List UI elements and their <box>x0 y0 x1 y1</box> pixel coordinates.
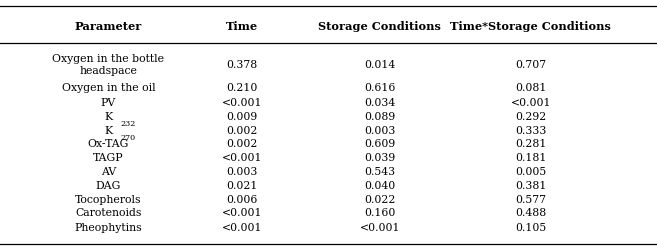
Text: 0.034: 0.034 <box>364 98 396 108</box>
Text: 0.160: 0.160 <box>364 208 396 218</box>
Text: 0.014: 0.014 <box>364 60 396 70</box>
Text: 0.210: 0.210 <box>226 83 258 93</box>
Text: 232: 232 <box>120 119 135 127</box>
Text: Tocopherols: Tocopherols <box>75 194 142 204</box>
Text: 0.009: 0.009 <box>226 111 258 121</box>
Text: 0.181: 0.181 <box>515 152 547 162</box>
Text: <0.001: <0.001 <box>221 222 262 232</box>
Text: 0.002: 0.002 <box>226 139 258 149</box>
Text: 0.081: 0.081 <box>515 83 547 93</box>
Text: 0.105: 0.105 <box>515 222 547 232</box>
Text: 0.281: 0.281 <box>515 139 547 149</box>
Text: 0.333: 0.333 <box>515 125 547 135</box>
Text: <0.001: <0.001 <box>359 222 400 232</box>
Text: 0.609: 0.609 <box>364 139 396 149</box>
Text: Oxygen in the bottle
headspace: Oxygen in the bottle headspace <box>53 54 164 76</box>
Text: 0.022: 0.022 <box>364 194 396 204</box>
Text: K: K <box>104 111 112 121</box>
Text: AV: AV <box>101 166 116 176</box>
Text: <0.001: <0.001 <box>221 208 262 218</box>
Text: 0.003: 0.003 <box>226 166 258 176</box>
Text: 0.039: 0.039 <box>364 152 396 162</box>
Text: Parameter: Parameter <box>75 21 142 32</box>
Text: 0.021: 0.021 <box>226 180 258 190</box>
Text: 0.577: 0.577 <box>515 194 547 204</box>
Text: 0.488: 0.488 <box>515 208 547 218</box>
Text: 0.040: 0.040 <box>364 180 396 190</box>
Text: Storage Conditions: Storage Conditions <box>318 21 442 32</box>
Text: Ox-TAG: Ox-TAG <box>88 139 129 149</box>
Text: 0.005: 0.005 <box>515 166 547 176</box>
Text: 0.707: 0.707 <box>515 60 547 70</box>
Text: K: K <box>104 125 112 135</box>
Text: 0.378: 0.378 <box>226 60 258 70</box>
Text: Oxygen in the oil: Oxygen in the oil <box>62 83 155 93</box>
Text: 0.002: 0.002 <box>226 125 258 135</box>
Text: 270: 270 <box>120 133 135 141</box>
Text: 0.616: 0.616 <box>364 83 396 93</box>
Text: 0.381: 0.381 <box>515 180 547 190</box>
Text: 0.089: 0.089 <box>364 111 396 121</box>
Text: Time*Storage Conditions: Time*Storage Conditions <box>451 21 611 32</box>
Text: 0.006: 0.006 <box>226 194 258 204</box>
Text: 0.003: 0.003 <box>364 125 396 135</box>
Text: DAG: DAG <box>96 180 121 190</box>
Text: Carotenoids: Carotenoids <box>75 208 142 218</box>
Text: <0.001: <0.001 <box>221 98 262 108</box>
Text: <0.001: <0.001 <box>510 98 551 108</box>
Text: Time: Time <box>226 21 258 32</box>
Text: Pheophytins: Pheophytins <box>75 222 142 232</box>
Text: PV: PV <box>101 98 116 108</box>
Text: 0.292: 0.292 <box>515 111 547 121</box>
Text: <0.001: <0.001 <box>221 152 262 162</box>
Text: 0.543: 0.543 <box>364 166 396 176</box>
Text: TAGP: TAGP <box>93 152 124 162</box>
